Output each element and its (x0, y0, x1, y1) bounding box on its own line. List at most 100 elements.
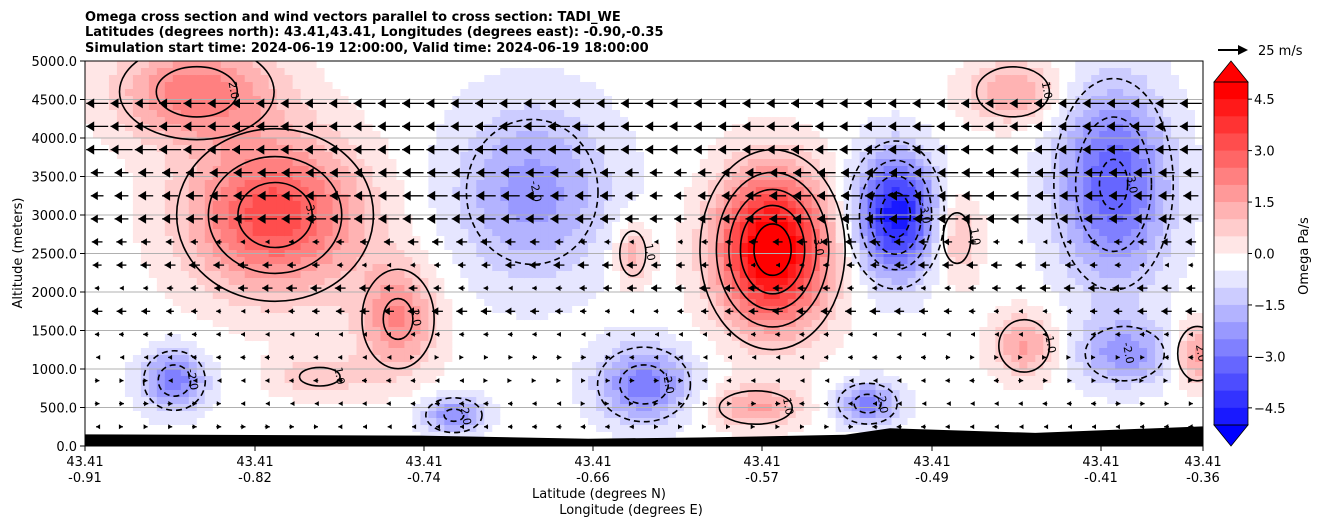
omega-cell (588, 383, 597, 391)
omega-cell (787, 355, 797, 363)
omega-cell (228, 61, 238, 69)
omega-cell (500, 110, 509, 118)
omega-cell (803, 166, 813, 174)
omega-cell (212, 320, 222, 328)
omega-cell (92, 243, 102, 251)
omega-cell (180, 103, 190, 111)
omega-cell (428, 68, 437, 76)
omega-cell (404, 341, 414, 349)
omega-cell (460, 194, 469, 202)
omega-cell (484, 397, 493, 405)
omega-cell (340, 131, 350, 139)
omega-cell (651, 68, 661, 76)
omega-cell (268, 376, 278, 384)
omega-cell (85, 411, 94, 419)
omega-cell (691, 152, 701, 160)
omega-cell (292, 229, 302, 237)
omega-cell (85, 187, 94, 195)
omega-cell (468, 264, 477, 272)
omega-cell (348, 334, 358, 342)
omega-cell (412, 257, 421, 265)
omega-cell (244, 306, 254, 314)
omega-cell (540, 397, 549, 405)
omega-cell (92, 131, 102, 139)
omega-cell (707, 292, 717, 300)
omega-cell (204, 390, 214, 398)
omega-cell (763, 208, 773, 216)
omega-cell (651, 313, 661, 321)
omega-cell (316, 110, 326, 118)
omega-cell (308, 264, 318, 272)
omega-cell (620, 257, 629, 265)
omega-cell (795, 362, 805, 370)
omega-cell (260, 278, 270, 286)
omega-cell (156, 215, 166, 223)
omega-cell (667, 187, 677, 195)
omega-cell (196, 187, 206, 195)
omega-cell (556, 243, 565, 251)
omega-cell (204, 166, 214, 174)
omega-cell (212, 68, 222, 76)
omega-cell (612, 166, 621, 174)
omega-cell (588, 222, 597, 230)
omega-cell (636, 334, 645, 342)
omega-cell (580, 68, 589, 76)
omega-cell (524, 432, 533, 440)
omega-cell (667, 236, 677, 244)
omega-cell (292, 292, 302, 300)
omega-cell (651, 229, 661, 237)
omega-cell (332, 341, 342, 349)
omega-cell (372, 103, 382, 111)
omega-cell (659, 376, 669, 384)
omega-cell (588, 299, 597, 307)
omega-cell (516, 292, 525, 300)
omega-cell (308, 418, 318, 426)
omega-cell (444, 313, 453, 321)
omega-cell (124, 103, 134, 111)
omega-cell (348, 201, 358, 209)
omega-cell (236, 376, 246, 384)
omega-cell (739, 243, 749, 251)
omega-cell (524, 369, 533, 377)
omega-cell (404, 369, 414, 377)
omega-cell (468, 243, 477, 251)
omega-cell (659, 103, 669, 111)
omega-cell (667, 208, 677, 216)
omega-cell (675, 355, 685, 363)
omega-cell (228, 68, 238, 76)
omega-cell (699, 355, 709, 363)
omega-cell (580, 194, 589, 202)
omega-cell (236, 320, 246, 328)
omega-cell (156, 187, 166, 195)
omega-cell (116, 152, 126, 160)
omega-cell (644, 194, 653, 202)
omega-cell (228, 124, 238, 132)
omega-cell (715, 243, 725, 251)
omega-cell (212, 411, 222, 419)
omega-cell (699, 292, 709, 300)
omega-cell (388, 159, 398, 167)
omega-cell (659, 124, 669, 132)
omega-cell (723, 411, 733, 419)
omega-cell (580, 355, 589, 363)
omega-cell (659, 110, 669, 118)
omega-cell (596, 334, 605, 342)
omega-cell (651, 383, 661, 391)
omega-cell (388, 425, 398, 433)
omega-cell (739, 208, 749, 216)
omega-cell (140, 89, 150, 97)
omega-cell (707, 180, 717, 188)
omega-cell (588, 110, 597, 118)
omega-cell (116, 362, 126, 370)
omega-cell (420, 376, 429, 384)
omega-cell (220, 306, 230, 314)
omega-cell (92, 355, 102, 363)
omega-cell (212, 390, 222, 398)
omega-cell (388, 194, 398, 202)
omega-cell (316, 341, 326, 349)
omega-cell (324, 292, 334, 300)
omega-cell (516, 264, 525, 272)
omega-cell (244, 82, 254, 90)
omega-cell (524, 243, 533, 251)
omega-cell (572, 369, 581, 377)
